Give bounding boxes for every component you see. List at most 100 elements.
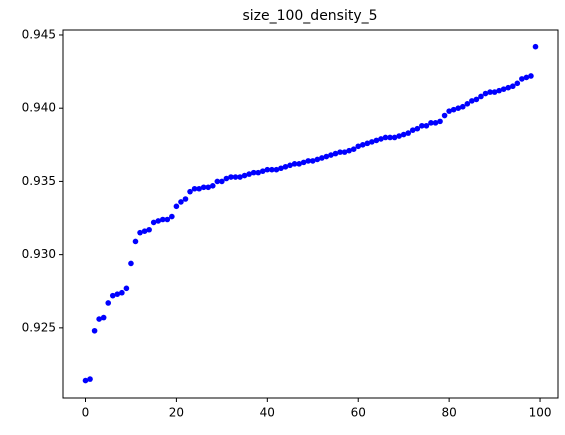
point — [473, 96, 480, 103]
point — [464, 101, 471, 107]
point — [373, 137, 380, 144]
point — [164, 216, 171, 223]
point — [155, 218, 162, 224]
point — [300, 159, 307, 166]
point — [200, 184, 207, 191]
point — [528, 73, 534, 79]
x-tick-label: 60 — [351, 406, 366, 420]
point — [119, 289, 125, 296]
point — [532, 43, 539, 50]
point — [196, 185, 202, 192]
point — [305, 158, 312, 164]
point — [419, 122, 425, 129]
point — [169, 213, 175, 220]
point — [328, 152, 334, 158]
point — [128, 260, 134, 267]
point — [82, 377, 89, 384]
y-tick-label: 0.925 — [22, 320, 56, 334]
point — [178, 199, 184, 205]
point — [141, 228, 148, 235]
point — [191, 185, 198, 192]
point — [105, 300, 112, 306]
point — [500, 86, 507, 92]
point — [237, 174, 243, 180]
point — [459, 103, 466, 110]
x-tick-label: 80 — [441, 406, 456, 420]
point — [432, 120, 439, 126]
point — [319, 155, 325, 161]
point — [482, 90, 489, 97]
y-tick-label: 0.945 — [22, 27, 56, 41]
point — [519, 76, 525, 82]
point — [514, 80, 521, 87]
point — [228, 174, 234, 180]
y-tick-label: 0.930 — [22, 247, 56, 261]
point — [409, 127, 416, 133]
point — [159, 216, 166, 223]
point — [223, 175, 230, 182]
point — [150, 219, 157, 226]
chart-title: size_100_density_5 — [242, 8, 377, 24]
point — [291, 161, 298, 167]
point — [337, 149, 343, 155]
point — [478, 93, 484, 100]
plot-frame — [62, 29, 559, 399]
y-tick-label: 0.935 — [22, 174, 56, 188]
point — [350, 146, 357, 153]
x-tick-label: 0 — [82, 406, 90, 420]
point — [314, 156, 321, 163]
point — [96, 316, 102, 322]
point — [414, 125, 421, 132]
point — [369, 139, 375, 145]
point — [382, 134, 389, 141]
point — [309, 158, 316, 164]
point — [391, 134, 398, 141]
point — [114, 291, 121, 297]
point — [296, 161, 302, 167]
point — [91, 327, 98, 334]
point — [146, 226, 152, 233]
point — [187, 188, 193, 195]
point — [287, 162, 293, 169]
point — [523, 74, 530, 81]
point — [487, 89, 493, 95]
point — [428, 120, 434, 126]
point — [346, 147, 352, 154]
y-tick-label: 0.940 — [22, 101, 56, 115]
point — [246, 171, 252, 177]
point — [219, 178, 225, 185]
point — [87, 376, 93, 382]
point — [437, 118, 443, 125]
point — [278, 165, 284, 172]
point — [209, 183, 216, 189]
point — [232, 174, 239, 180]
point — [255, 169, 262, 176]
point — [241, 172, 248, 179]
point — [423, 122, 430, 129]
point — [100, 314, 107, 321]
point — [214, 178, 221, 185]
x-tick-label: 100 — [529, 406, 552, 420]
point — [323, 153, 330, 160]
point — [387, 134, 393, 141]
point — [446, 108, 452, 114]
point — [132, 238, 139, 245]
point — [505, 84, 512, 91]
point — [182, 196, 189, 202]
point — [441, 112, 448, 119]
point — [259, 168, 266, 174]
point — [450, 106, 457, 113]
point — [396, 133, 402, 139]
point — [250, 169, 257, 176]
point — [109, 292, 116, 299]
point — [205, 184, 212, 191]
x-tick-label: 20 — [169, 406, 184, 420]
point — [455, 105, 462, 111]
point — [378, 136, 384, 142]
point — [273, 166, 280, 173]
point — [282, 163, 289, 170]
point — [137, 229, 143, 236]
point — [332, 150, 339, 157]
point — [264, 166, 271, 173]
